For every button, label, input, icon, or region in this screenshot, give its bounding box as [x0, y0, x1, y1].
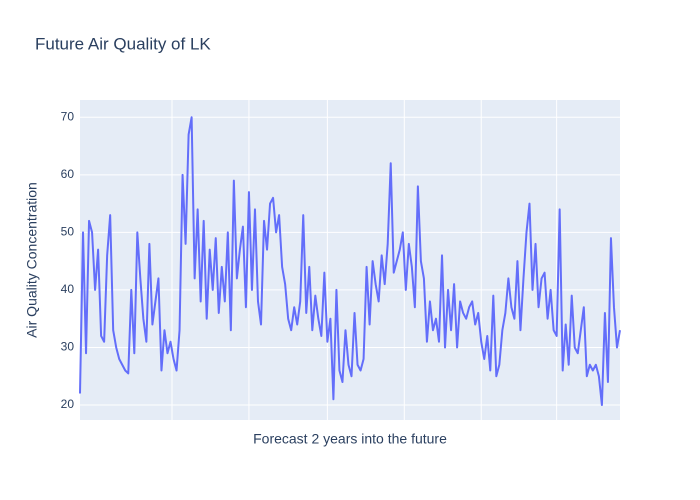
chart-title: Future Air Quality of LK: [35, 34, 211, 53]
y-tick-label: 30: [61, 340, 75, 354]
y-axis-label: Air Quality Concentration: [24, 182, 40, 338]
x-axis-label: Forecast 2 years into the future: [253, 431, 447, 447]
y-tick-label: 50: [61, 225, 75, 239]
y-tick-label: 40: [61, 282, 75, 296]
line-series: [79, 116, 621, 407]
y-tick-label: 70: [61, 109, 75, 123]
y-tick-label: 20: [61, 397, 75, 411]
y-tick-label: 60: [61, 167, 75, 181]
